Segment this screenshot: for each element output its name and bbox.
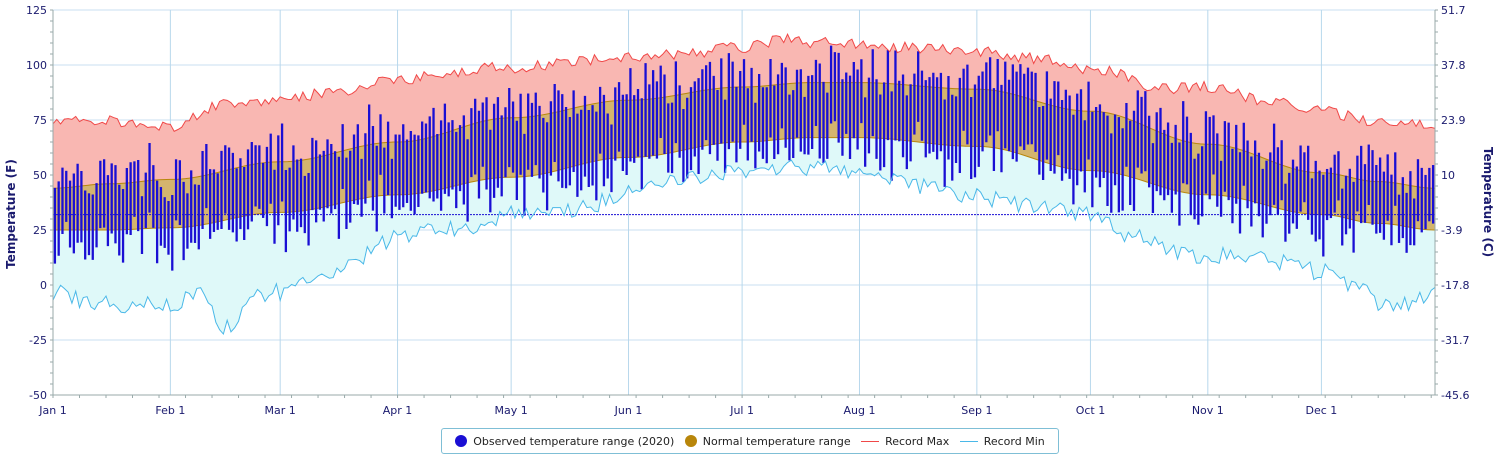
record-min-area (53, 137, 1435, 335)
x-tick-label: Mar 1 (265, 404, 296, 417)
legend-normal-marker (684, 435, 697, 447)
x-tick-label: Nov 1 (1192, 404, 1224, 417)
record-max-line (52, 32, 1436, 132)
record-max-area (53, 34, 1435, 189)
record-lines (52, 32, 1436, 336)
left-tick-label: -50 (29, 389, 47, 402)
legend-record-min-label: Record Min (983, 434, 1045, 448)
legend-item-observed[interactable]: Observed temperature range (2020) (455, 435, 674, 448)
right-tick-label: 23.9 (1441, 114, 1466, 127)
x-tick-label: Feb 1 (155, 404, 185, 417)
legend-observed-label: Observed temperature range (2020) (473, 434, 675, 448)
legend-item-normal[interactable]: Normal temperature range (684, 434, 851, 448)
legend-record-max-marker (861, 440, 880, 442)
x-tick-label: Aug 1 (843, 404, 875, 417)
normal-low-line (53, 137, 1436, 231)
right-tick-label: -45.6 (1441, 389, 1469, 402)
legend-record-min-marker (959, 440, 978, 442)
x-tick-label: Jan 1 (38, 404, 66, 417)
x-tick-label: Jul 1 (729, 404, 754, 417)
x-tick-label: Dec 1 (1306, 404, 1338, 417)
right-tick-label: 37.8 (1441, 59, 1466, 72)
x-tick-label: May 1 (495, 404, 528, 417)
right-tick-label: 10 (1441, 169, 1455, 182)
right-tick-label: -31.7 (1441, 334, 1469, 347)
x-tick-label: Sep 1 (961, 404, 992, 417)
legend-record-max-label: Record Max (885, 434, 950, 448)
chart-legend: Observed temperature range (2020) Normal… (441, 428, 1059, 454)
right-axis-title: Temperature (C) (1481, 147, 1495, 257)
right-tick-label: -17.8 (1441, 279, 1469, 292)
left-tick-label: 100 (26, 59, 47, 72)
left-tick-label: -25 (29, 334, 47, 347)
left-tick-label: 0 (40, 279, 47, 292)
x-tick-label: Jun 1 (614, 404, 643, 417)
legend-item-record-min[interactable]: Record Min (959, 434, 1045, 448)
left-tick-label: 125 (26, 4, 47, 17)
x-tick-label: Apr 1 (383, 404, 413, 417)
left-tick-label: 75 (33, 114, 47, 127)
left-axis-title: Temperature (F) (4, 159, 18, 269)
legend-observed-marker (455, 435, 468, 447)
record-min-line (52, 159, 1436, 336)
x-tick-label: Oct 1 (1076, 404, 1106, 417)
right-tick-label: -3.9 (1441, 224, 1462, 237)
legend-normal-label: Normal temperature range (702, 434, 851, 448)
observed-range-bars (53, 45, 1435, 271)
right-tick-label: 51.7 (1441, 4, 1466, 17)
left-tick-label: 50 (33, 169, 47, 182)
legend-item-record-max[interactable]: Record Max (861, 435, 949, 448)
axes: 125 100 75 50 25 0 -25 -50 51.7 37.8 23.9 10 -3.9 -17… (26, 4, 1469, 417)
left-tick-label: 25 (33, 224, 47, 237)
